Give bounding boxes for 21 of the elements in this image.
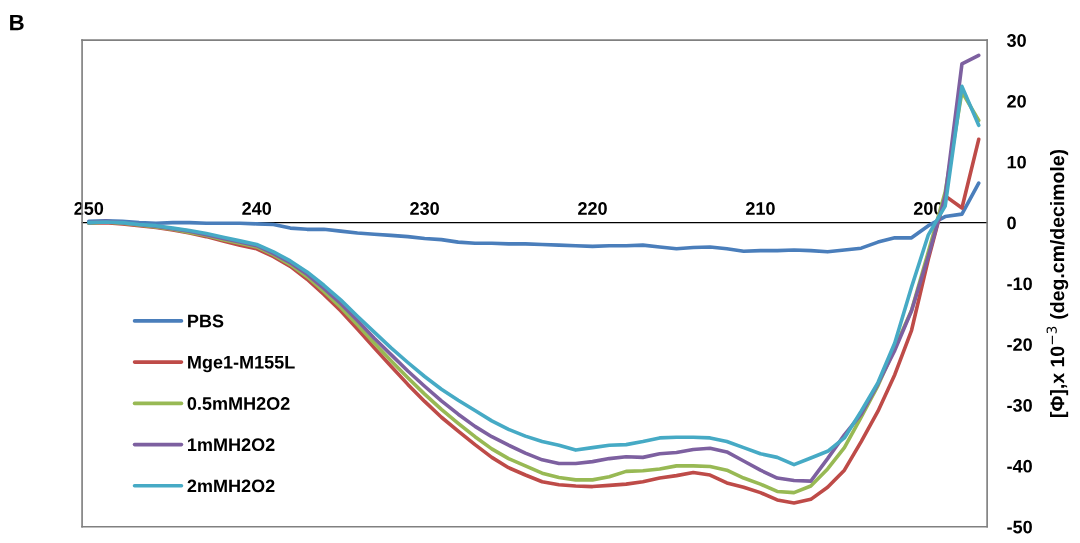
y-tick-label: -30 bbox=[1007, 399, 1032, 412]
y-tick-label: 30 bbox=[1006, 34, 1026, 47]
legend-label: 1mMH2O2 bbox=[188, 438, 275, 452]
x-tick-label: 220 bbox=[578, 202, 607, 215]
chart-title: B bbox=[10, 14, 24, 31]
x-tick-label: 250 bbox=[74, 202, 104, 215]
y-tick-label: -50 bbox=[1007, 520, 1032, 534]
y-tick-label: -10 bbox=[1007, 277, 1032, 291]
x-tick-label: 230 bbox=[410, 202, 439, 215]
legend-label: 2mMH2O2 bbox=[187, 479, 275, 493]
y-tick-label: 0 bbox=[1007, 216, 1016, 230]
x-tick-label: 240 bbox=[242, 202, 272, 215]
y-tick-label: 10 bbox=[1007, 155, 1026, 169]
legend-label: PBS bbox=[188, 314, 224, 328]
y-axis-title: [Φ],x 10$^{−3}$ (deg.cm/decimole) bbox=[1046, 149, 1069, 417]
legend-label: 0.5mMH2O2 bbox=[187, 397, 290, 410]
y-tick-label: -40 bbox=[1007, 459, 1032, 473]
legend-label: Mge1-M155L bbox=[188, 356, 295, 373]
y-tick-label: 20 bbox=[1007, 94, 1026, 108]
y-tick-label: -20 bbox=[1007, 338, 1032, 351]
x-tick-label: 210 bbox=[746, 202, 775, 215]
